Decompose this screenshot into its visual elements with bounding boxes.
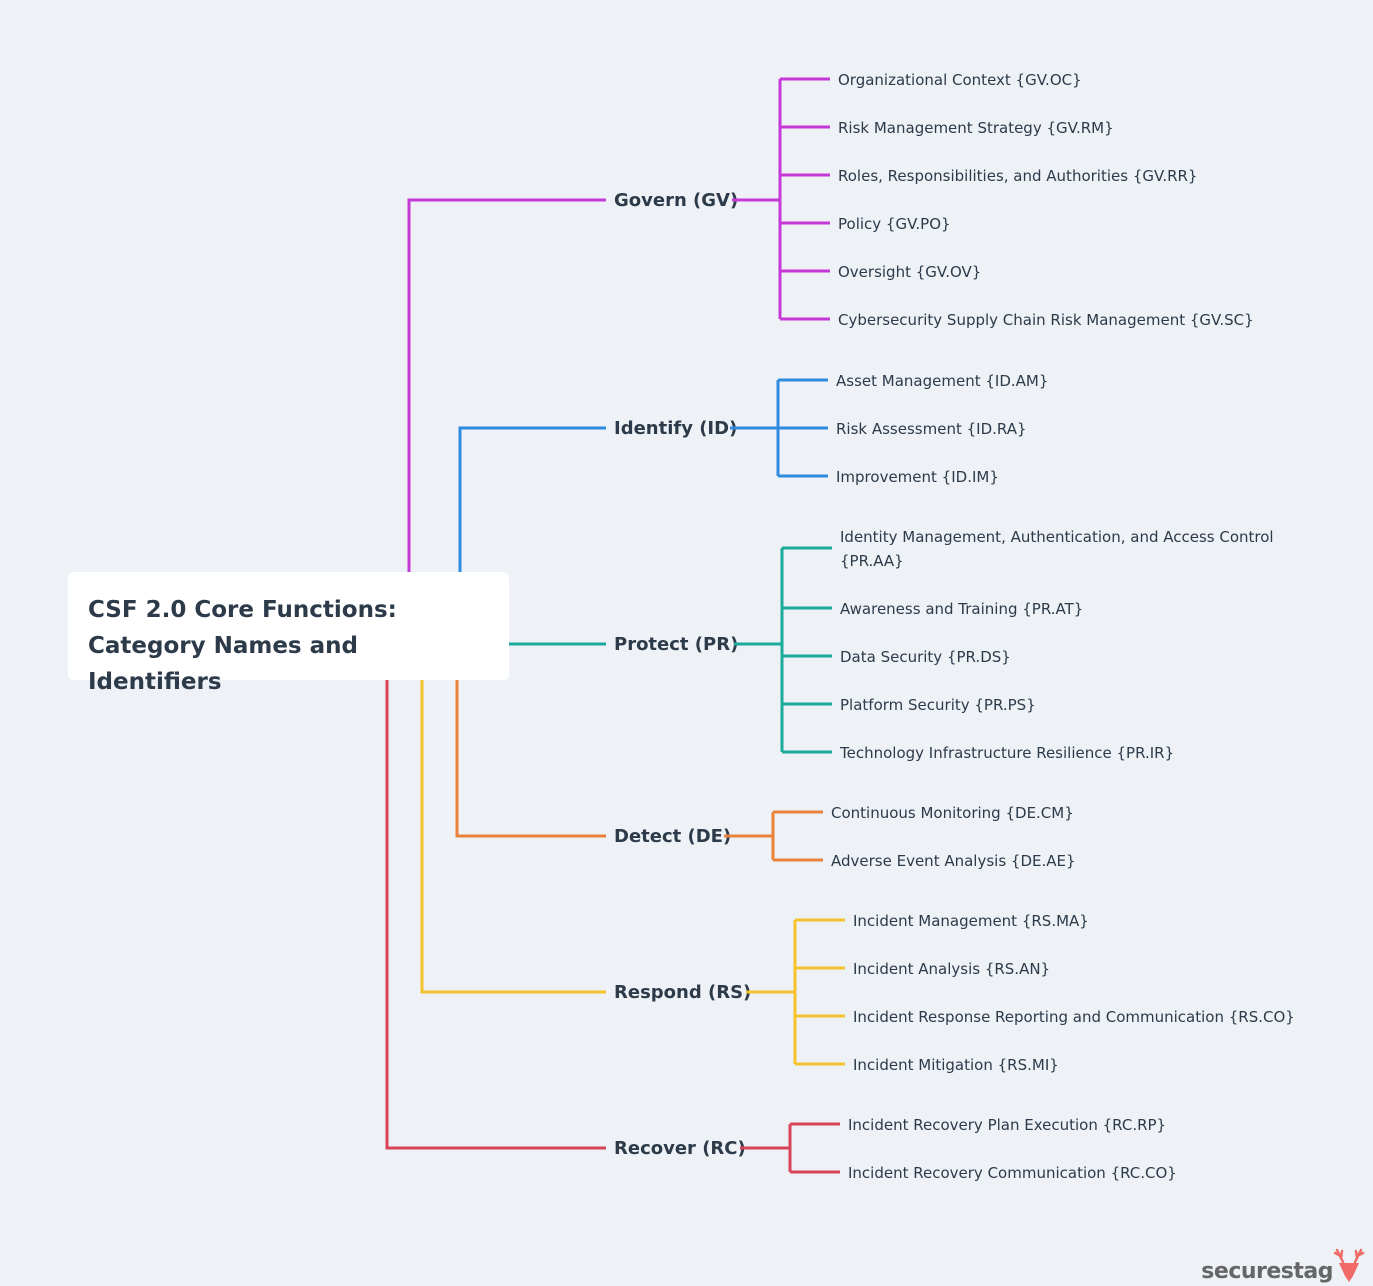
stag-head-icon [1333, 1248, 1365, 1282]
category-item: Asset Management {ID.AM} [836, 372, 1048, 390]
category-item: Risk Management Strategy {GV.RM} [838, 119, 1114, 137]
category-item: Incident Analysis {RS.AN} [853, 960, 1050, 978]
category-item: Platform Security {PR.PS} [840, 696, 1036, 714]
category-item: Cybersecurity Supply Chain Risk Manageme… [838, 311, 1254, 329]
category-item: Organizational Context {GV.OC} [838, 71, 1082, 89]
category-item-line: {PR.AA} [840, 552, 904, 570]
category-item: Data Security {PR.DS} [840, 648, 1011, 666]
securestag-logo: securestag [1201, 1246, 1365, 1284]
category-item: Incident Response Reporting and Communic… [853, 1008, 1295, 1026]
category-item: Adverse Event Analysis {DE.AE} [831, 852, 1076, 870]
connector-identify-id [458, 426, 606, 572]
category-item: Oversight {GV.OV} [838, 263, 981, 281]
function-node-respond-rs: Respond (RS) [614, 982, 751, 1003]
connector-detect-de [455, 680, 606, 838]
category-item: Incident Management {RS.MA} [853, 912, 1089, 930]
category-item: Incident Mitigation {RS.MI} [853, 1056, 1059, 1074]
function-node-detect-de: Detect (DE) [614, 826, 731, 847]
category-item: Awareness and Training {PR.AT} [840, 600, 1083, 618]
category-item: Technology Infrastructure Resilience {PR… [839, 744, 1174, 762]
logo-text: securestag [1201, 1259, 1333, 1284]
function-node-identify-id: Identify (ID) [614, 418, 737, 439]
function-node-protect-pr: Protect (PR) [614, 634, 738, 655]
category-item: Policy {GV.PO} [838, 215, 951, 233]
category-item: Incident Recovery Plan Execution {RC.RP} [848, 1116, 1166, 1134]
category-item: Roles, Responsibilities, and Authorities… [838, 167, 1197, 185]
category-item: Continuous Monitoring {DE.CM} [831, 804, 1074, 822]
category-item: Improvement {ID.IM} [836, 468, 999, 486]
category-item: Risk Assessment {ID.RA} [836, 420, 1027, 438]
category-item: Incident Recovery Communication {RC.CO} [848, 1164, 1177, 1182]
category-item: Identity Management, Authentication, and… [840, 528, 1274, 570]
root-node-title: CSF 2.0 Core Functions: Category Names a… [68, 572, 509, 695]
function-node-recover-rc: Recover (RC) [614, 1138, 746, 1159]
function-node-govern-gv: Govern (GV) [614, 190, 738, 211]
connector-govern-gv [407, 198, 606, 572]
connector-recover-rc [385, 680, 606, 1150]
category-item-line: Identity Management, Authentication, and… [840, 528, 1274, 546]
connector-respond-rs [420, 680, 606, 994]
